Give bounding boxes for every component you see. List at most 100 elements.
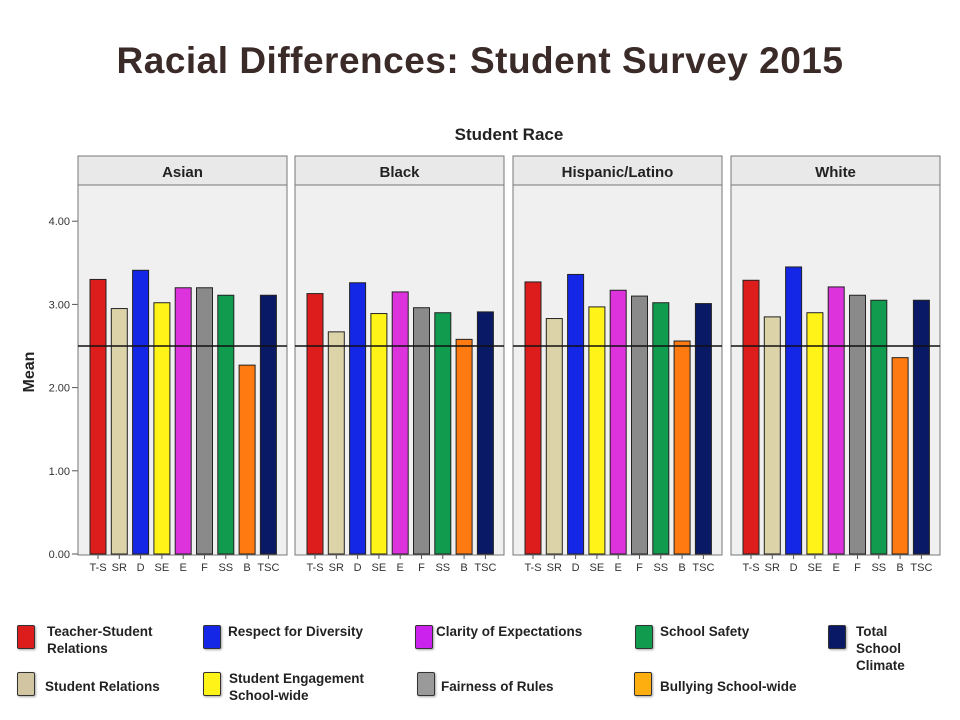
bar-b xyxy=(891,357,909,555)
bar-t-s xyxy=(742,279,760,555)
panel-title: Asian xyxy=(162,164,203,181)
legend-label-line: Student Relations xyxy=(45,679,160,694)
y-tick-label: 4.00 xyxy=(49,216,70,228)
legend-swatch xyxy=(203,672,221,696)
y-tick-label: 2.00 xyxy=(49,383,70,395)
x-tick-label: F xyxy=(636,562,643,574)
x-tick-label: E xyxy=(833,562,840,574)
legend-label-line: Clarity of Expectations xyxy=(436,624,583,639)
x-tick-label: T-S xyxy=(742,562,759,574)
bar-sr xyxy=(110,308,128,555)
x-tick-label: F xyxy=(201,562,208,574)
x-tick-label: TSC xyxy=(257,562,279,574)
y-tick-label: 0.00 xyxy=(49,549,70,561)
bar-b xyxy=(238,364,256,555)
x-tick-label: T-S xyxy=(89,562,106,574)
panel-header xyxy=(77,155,288,186)
legend-swatch xyxy=(635,625,653,649)
legend-swatch xyxy=(415,625,433,649)
bar-e xyxy=(609,289,627,555)
chart-title: Student Race xyxy=(455,125,564,144)
bar-d xyxy=(349,282,367,555)
bar-tsc xyxy=(259,294,277,555)
bar-se xyxy=(588,306,606,555)
legend-label-line: Climate xyxy=(856,658,905,673)
legend-label-line: Fairness of Rules xyxy=(441,679,554,694)
x-tick-label: SS xyxy=(871,562,886,574)
panel-title: Black xyxy=(379,164,420,181)
legend-label: Bullying School-wide xyxy=(660,678,797,695)
slide-title: Racial Differences: Student Survey 2015 xyxy=(116,40,844,81)
y-tick-label: 1.00 xyxy=(49,466,70,478)
legend-label: Teacher-Student Relations xyxy=(47,623,153,657)
x-tick-label: B xyxy=(896,562,903,574)
bar-ss xyxy=(434,312,452,555)
x-tick-label: D xyxy=(354,562,362,574)
bar-t-s xyxy=(306,293,324,555)
x-tick-label: F xyxy=(854,562,861,574)
faceted-bar-chart: Student Race Mean 0.00 1.00 2.00 3.00 4.00 Asia… xyxy=(21,125,941,574)
legend-label: Respect for Diversity xyxy=(228,623,363,640)
legend-label: Fairness of Rules xyxy=(441,678,554,695)
bar-se xyxy=(806,312,824,555)
x-tick-label: SR xyxy=(112,562,127,574)
x-tick-label: E xyxy=(180,562,187,574)
legend-label: Clarity of Expectations xyxy=(436,623,582,640)
legend-label-line: School-wide xyxy=(229,688,309,703)
x-tick-label: SE xyxy=(590,562,605,574)
x-tick-label: D xyxy=(790,562,798,574)
legend-label: Student Relations xyxy=(45,678,160,695)
bar-d xyxy=(132,269,150,555)
bar-se xyxy=(370,313,388,555)
legend-swatch xyxy=(17,625,35,649)
bar-se xyxy=(153,302,171,555)
bar-ss xyxy=(870,299,888,555)
bar-t-s xyxy=(524,281,542,555)
legend-label-line: Respect for Diversity xyxy=(228,624,364,639)
x-tick-label: SS xyxy=(653,562,668,574)
bar-f xyxy=(849,294,866,555)
bar-sr xyxy=(545,318,563,555)
panel-title: White xyxy=(815,164,856,181)
x-tick-label: SE xyxy=(155,562,170,574)
y-tick-label: 3.00 xyxy=(49,299,70,311)
x-tick-label: D xyxy=(137,562,145,574)
bar-ss xyxy=(217,294,235,555)
x-tick-label: TSC xyxy=(474,562,496,574)
legend-swatch xyxy=(634,672,652,696)
bar-sr xyxy=(327,331,345,555)
bar-sr xyxy=(763,316,781,555)
bar-d xyxy=(567,273,585,555)
legend-label: Student Engagement School-wide xyxy=(229,670,364,704)
panel-title: Hispanic/Latino xyxy=(562,164,674,181)
legend-swatch xyxy=(17,672,35,696)
x-tick-label: SS xyxy=(218,562,233,574)
legend-swatch xyxy=(828,625,846,649)
legend-label-line: School xyxy=(856,641,902,656)
x-tick-label: SR xyxy=(547,562,562,574)
bar-e xyxy=(174,287,192,555)
bar-b xyxy=(455,338,473,555)
x-tick-label: B xyxy=(243,562,250,574)
x-tick-label: T-S xyxy=(306,562,323,574)
x-tick-label: B xyxy=(460,562,467,574)
bar-tsc xyxy=(476,311,494,555)
bar-f xyxy=(196,287,213,555)
legend-swatch xyxy=(417,672,435,696)
x-tick-label: TSC xyxy=(692,562,714,574)
legend-label-line: Student Engagement xyxy=(229,671,365,686)
bar-e xyxy=(827,286,845,555)
legend-label-line: Relations xyxy=(47,641,108,656)
x-tick-label: TSC xyxy=(910,562,932,574)
legend-swatch xyxy=(203,625,221,649)
bar-t-s xyxy=(89,278,107,555)
x-tick-label: SE xyxy=(372,562,387,574)
panel-header xyxy=(294,155,505,186)
bar-e xyxy=(391,291,409,555)
x-tick-label: SR xyxy=(329,562,344,574)
legend-label: School Safety xyxy=(660,623,749,640)
x-tick-label: SR xyxy=(765,562,780,574)
x-tick-label: T-S xyxy=(524,562,541,574)
x-tick-label: D xyxy=(572,562,580,574)
bar-d xyxy=(785,266,803,555)
